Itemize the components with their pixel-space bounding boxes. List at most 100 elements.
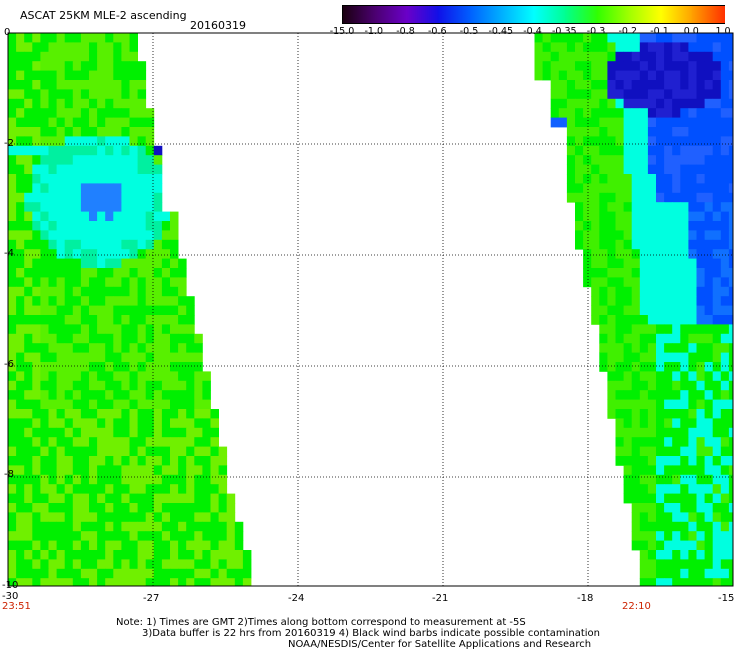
wind-cell	[178, 559, 187, 570]
wind-cell	[145, 390, 155, 400]
wind-cell	[170, 578, 179, 586]
wind-cell	[80, 437, 90, 447]
wind-cell	[623, 80, 633, 90]
wind-cell	[153, 521, 163, 532]
wind-cell	[32, 127, 41, 137]
wind-cell	[153, 324, 163, 335]
wind-cell	[688, 117, 697, 128]
wind-cell	[688, 578, 697, 586]
wind-cell	[639, 465, 649, 476]
wind-cell	[89, 98, 98, 109]
wind-cell	[24, 98, 33, 109]
wind-cell	[623, 474, 633, 485]
wind-cell	[623, 362, 633, 372]
wind-cell	[186, 352, 195, 363]
wind-cell	[728, 98, 733, 109]
wind-cell	[72, 277, 82, 288]
wind-cell	[186, 380, 195, 391]
wind-cell	[153, 343, 163, 353]
wind-cell	[615, 183, 624, 194]
wind-cell	[105, 192, 114, 203]
wind-cell	[680, 427, 689, 438]
wind-cell	[64, 362, 74, 372]
wind-cell	[623, 380, 633, 391]
wind-cell	[218, 456, 228, 466]
colorbar-tick-label: -0.6	[427, 26, 447, 37]
wind-cell	[672, 211, 681, 222]
wind-cell	[615, 296, 624, 306]
wind-cell	[121, 239, 130, 250]
wind-cell	[639, 578, 649, 586]
wind-cell	[639, 258, 649, 269]
wind-cell	[631, 484, 641, 494]
wind-cell	[40, 390, 49, 400]
wind-cell	[720, 155, 730, 165]
wind-cell	[153, 437, 163, 447]
wind-cell	[656, 456, 665, 466]
wind-cell	[210, 474, 219, 485]
wind-cell	[583, 70, 592, 81]
wind-cell	[153, 296, 163, 306]
wind-cell	[218, 446, 228, 457]
wind-cell	[8, 427, 17, 438]
wind-cell	[680, 51, 689, 62]
wind-cell	[672, 230, 681, 241]
wind-cell	[89, 427, 98, 438]
wind-cell	[56, 484, 66, 494]
wind-cell	[56, 305, 66, 316]
wind-cell	[72, 503, 82, 513]
wind-cell	[24, 230, 33, 241]
wind-cell	[40, 174, 49, 184]
wind-cell	[56, 418, 66, 429]
wind-cell	[178, 503, 187, 513]
wind-cell	[145, 183, 155, 194]
wind-cell	[656, 277, 665, 288]
wind-cell	[566, 98, 576, 109]
wind-cell	[16, 42, 25, 53]
wind-cell	[615, 305, 624, 316]
wind-cell	[153, 352, 163, 363]
wind-cell	[72, 578, 82, 586]
wind-cell	[607, 249, 616, 259]
wind-cell	[194, 503, 203, 513]
wind-cell	[178, 324, 187, 335]
wind-cell	[48, 531, 57, 541]
wind-cell	[153, 399, 163, 410]
wind-cell	[121, 164, 130, 175]
wind-cell	[591, 42, 600, 53]
wind-cell	[121, 540, 130, 551]
wind-cell	[550, 61, 560, 71]
wind-cell	[16, 136, 25, 147]
wind-cell	[575, 239, 584, 250]
wind-cell	[607, 333, 616, 344]
wind-cell	[583, 183, 592, 194]
wind-cell	[688, 42, 697, 53]
y-label-2: -4	[4, 248, 14, 259]
wind-cell	[680, 446, 689, 457]
wind-cell	[599, 183, 608, 194]
wind-cell	[153, 192, 163, 203]
wind-cell	[688, 268, 697, 278]
wind-cell	[48, 446, 57, 457]
wind-cell	[720, 286, 730, 297]
wind-cell	[80, 202, 90, 212]
wind-cell	[113, 333, 122, 344]
wind-cell	[24, 531, 33, 541]
wind-cell	[24, 540, 33, 551]
wind-cell	[696, 512, 705, 523]
wind-cell	[40, 70, 49, 81]
wind-cell	[121, 155, 130, 165]
wind-cell	[639, 277, 649, 288]
wind-cell	[656, 380, 665, 391]
wind-cell	[607, 380, 616, 391]
wind-cell	[728, 202, 733, 212]
wind-cell	[672, 221, 681, 231]
wind-cell	[599, 174, 608, 184]
wind-cell	[647, 42, 657, 53]
wind-cell	[72, 98, 82, 109]
wind-cell	[8, 239, 17, 250]
wind-cell	[32, 446, 41, 457]
wind-cell	[64, 239, 74, 250]
wind-cell	[97, 446, 106, 457]
wind-cell	[696, 136, 705, 147]
